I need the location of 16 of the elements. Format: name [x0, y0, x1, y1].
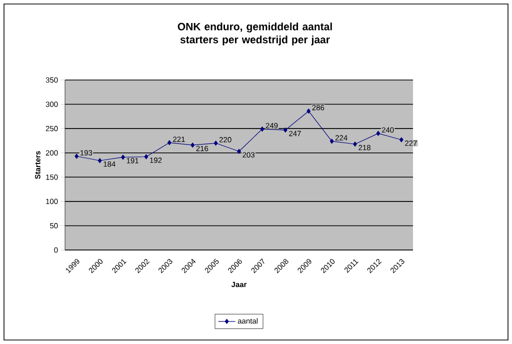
point	[144, 154, 148, 160]
point	[167, 140, 172, 146]
point	[283, 128, 288, 133]
point	[121, 154, 125, 160]
point	[330, 138, 334, 144]
point	[214, 140, 218, 146]
point	[237, 148, 241, 154]
point	[306, 108, 311, 114]
point	[74, 154, 79, 159]
point	[376, 130, 380, 136]
point	[98, 158, 102, 164]
point	[260, 126, 264, 132]
point	[399, 137, 404, 142]
point	[190, 142, 195, 148]
point	[353, 142, 357, 147]
chart-title: ONK enduro, gemiddeld aantal starters per wedstrijd per jaar	[178, 22, 332, 46]
